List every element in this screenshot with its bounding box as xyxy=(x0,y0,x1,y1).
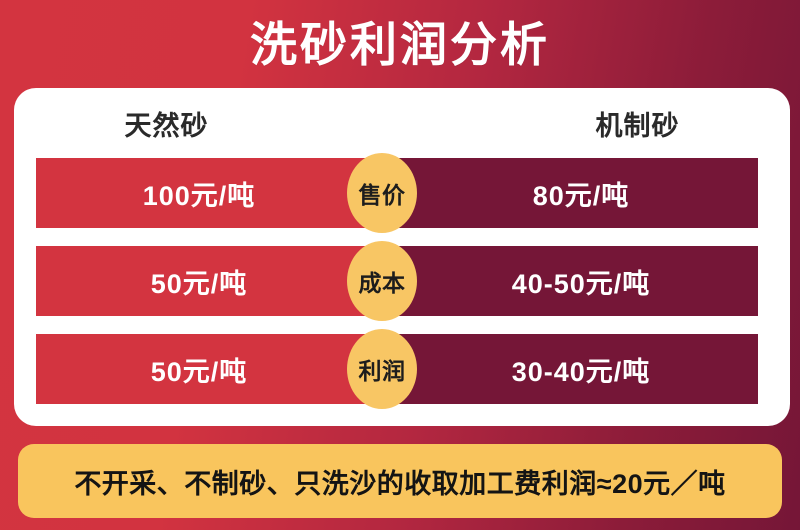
title-bar: 洗砂利润分析 xyxy=(0,8,800,80)
page-title: 洗砂利润分析 xyxy=(250,17,550,71)
summary-banner-text: 不开采、不制砂、只洗沙的收取加工费利润≈20元／吨 xyxy=(74,468,726,499)
cell-natural-cost: 50元/吨 xyxy=(36,246,380,316)
summary-banner: 不开采、不制砂、只洗沙的收取加工费利润≈20元／吨 xyxy=(18,444,782,518)
cell-natural-profit: 50元/吨 xyxy=(36,334,380,404)
cell-manufactured-cost: 40-50元/吨 xyxy=(380,246,758,316)
column-header-natural-sand: 天然砂 xyxy=(124,110,209,141)
cell-manufactured-price: 80元/吨 xyxy=(380,158,758,228)
table-row: 50元/吨 利润 30-40元/吨 xyxy=(36,329,758,409)
row-badge-profit: 利润 xyxy=(347,329,417,409)
row-badge-price: 售价 xyxy=(347,153,417,233)
comparison-card: 天然砂 机制砂 100元/吨 售价 80元/吨 50元/吨 成本 40-50元/… xyxy=(14,88,790,426)
column-header-manufactured-sand: 机制砂 xyxy=(595,110,680,141)
table-row: 50元/吨 成本 40-50元/吨 xyxy=(36,241,758,321)
cell-natural-price: 100元/吨 xyxy=(36,158,380,228)
table-row: 100元/吨 售价 80元/吨 xyxy=(36,153,758,233)
table-header-row: 天然砂 机制砂 xyxy=(14,88,790,158)
row-badge-cost: 成本 xyxy=(347,241,417,321)
cell-manufactured-profit: 30-40元/吨 xyxy=(380,334,758,404)
table-body: 100元/吨 售价 80元/吨 50元/吨 成本 40-50元/吨 50元/吨 … xyxy=(36,153,758,409)
